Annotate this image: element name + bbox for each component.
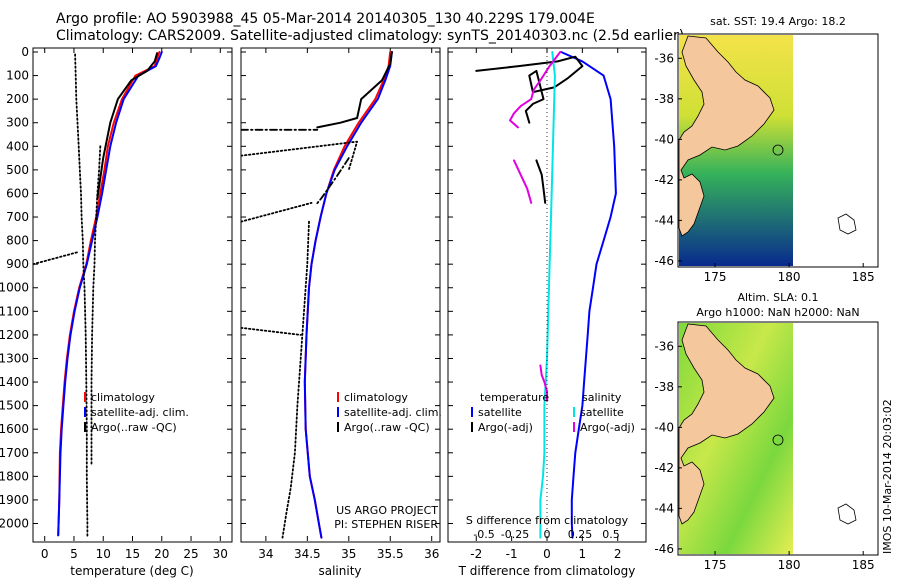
s-tick-label: 0.5 xyxy=(602,528,620,541)
y-tick-label: 1600 xyxy=(0,422,29,436)
legend-label-climatology: climatology xyxy=(91,391,155,404)
y-tick-label: 0 xyxy=(21,45,29,59)
s-tick-label: 0.25 xyxy=(568,528,593,541)
y-tick-label: 700 xyxy=(6,210,29,224)
map-y-tick-label: -38 xyxy=(654,380,674,394)
s-tick-label: -0.5 xyxy=(473,528,494,541)
x-tick-label: 5 xyxy=(70,547,78,561)
x-tick-label: 30 xyxy=(213,547,228,561)
x-tick-label: 25 xyxy=(183,547,198,561)
map-x-tick-label: 175 xyxy=(704,270,727,284)
y-tick-label: 1300 xyxy=(0,351,29,365)
y-tick-label: 500 xyxy=(6,163,29,177)
x-tick-label: -2 xyxy=(470,547,482,561)
x-tick-label: 34.5 xyxy=(294,547,321,561)
map-x-tick-label: 185 xyxy=(852,270,875,284)
map-x-tick-label: 175 xyxy=(704,558,727,572)
s-difference-xlabel: S difference from climatology xyxy=(466,514,629,527)
map-x-tick-label: 180 xyxy=(778,270,801,284)
x-tick-label: 34 xyxy=(258,547,273,561)
y-tick-label: 800 xyxy=(6,234,29,248)
x-tick-label: 35 xyxy=(341,547,356,561)
map-y-tick-label: -46 xyxy=(654,542,674,556)
y-tick-label: 1800 xyxy=(0,469,29,483)
map-x-tick-label: 180 xyxy=(778,558,801,572)
map-y-tick-label: -36 xyxy=(654,339,674,353)
map-y-tick-label: -38 xyxy=(654,92,674,106)
pi-annotation: PI: STEPHEN RISER xyxy=(334,518,438,531)
map-y-tick-label: -42 xyxy=(654,461,674,475)
y-tick-label: 200 xyxy=(6,92,29,106)
legend-label-s-argo: Argo(-adj) xyxy=(580,421,635,434)
map-y-tick-label: -40 xyxy=(654,132,674,146)
sla-map-title-2: Argo h1000: NaN h2000: NaN xyxy=(696,306,859,319)
x-tick-label: 10 xyxy=(96,547,111,561)
x-tick-label: 2 xyxy=(614,547,622,561)
legend-label-satellite: satellite-adj. clim. xyxy=(91,406,189,419)
legend-label-argo: Argo(..raw -QC) xyxy=(91,421,177,434)
y-tick-label: 1000 xyxy=(0,281,29,295)
y-tick-label: 1400 xyxy=(0,375,29,389)
legend-title-salinity: salinity xyxy=(582,391,622,404)
y-tick-label: 1900 xyxy=(0,493,29,507)
y-tick-label: 1100 xyxy=(0,304,29,318)
map-y-tick-label: -44 xyxy=(654,213,674,227)
project-annotation: US ARGO PROJECT xyxy=(336,504,438,517)
y-tick-label: 300 xyxy=(6,116,29,130)
y-tick-label: 600 xyxy=(6,186,29,200)
difference-panel: -2 -1 0 1 2 T difference from climatology S … xyxy=(448,48,646,578)
s-tick-label: 0 xyxy=(544,528,551,541)
x-tick-label: -1 xyxy=(506,547,518,561)
legend-label-s-satellite: satellite xyxy=(580,406,624,419)
legend-label-climatology: climatology xyxy=(344,391,408,404)
temperature-axes-frame xyxy=(33,48,232,542)
y-tick-label: 2000 xyxy=(0,516,29,530)
legend-label-argo: Argo(..raw -QC) xyxy=(344,421,430,434)
temperature-xlabel: temperature (deg C) xyxy=(70,564,193,578)
sla-map-title-1: Altim. SLA: 0.1 xyxy=(737,291,818,304)
y-tick-label: 900 xyxy=(6,257,29,271)
map-y-tick-label: -44 xyxy=(654,501,674,515)
legend-label-t-argo: Argo(-adj) xyxy=(478,421,533,434)
map-y-tick-label: -42 xyxy=(654,173,674,187)
t-difference-xlabel: T difference from climatology xyxy=(458,564,636,578)
salinity-panel: 34 34.5 35 35.5 36 salinity climatology sate… xyxy=(241,48,442,578)
s-tick-label: -0.25 xyxy=(501,528,529,541)
x-tick-label: 15 xyxy=(125,547,140,561)
x-tick-label: 0 xyxy=(41,547,49,561)
y-tick-label: 1700 xyxy=(0,446,29,460)
x-tick-label: 20 xyxy=(154,547,169,561)
sst-map-panel: sat. SST: 19.4 Argo: 18.2 175 180 185 -36 -3… xyxy=(654,15,878,284)
imos-watermark: IMOS 10-Mar-2014 20:03:02 xyxy=(881,399,894,554)
y-tick-label: 1500 xyxy=(0,399,29,413)
figure-canvas: 0 5 10 15 20 25 300100200300400500600700800900… xyxy=(0,0,900,580)
y-tick-label: 100 xyxy=(6,69,29,83)
map-y-tick-label: -40 xyxy=(654,420,674,434)
y-tick-label: 400 xyxy=(6,139,29,153)
temperature-panel: 0 5 10 15 20 25 300100200300400500600700800900… xyxy=(0,45,232,578)
legend-label-satellite: satellite-adj. clim. xyxy=(344,406,442,419)
sst-map-title: sat. SST: 19.4 Argo: 18.2 xyxy=(710,15,846,28)
x-tick-label: 35.5 xyxy=(377,547,404,561)
x-tick-label: 0 xyxy=(543,547,551,561)
x-tick-label: 36 xyxy=(424,547,439,561)
map-y-tick-label: -36 xyxy=(654,51,674,65)
sla-map-panel: Altim. SLA: 0.1 Argo h1000: NaN h2000: N… xyxy=(654,291,878,572)
map-y-tick-label: -46 xyxy=(654,254,674,268)
legend-title-temperature: temperature xyxy=(480,391,549,404)
legend-label-t-satellite: satellite xyxy=(478,406,522,419)
y-tick-label: 1200 xyxy=(0,328,29,342)
salinity-xlabel: salinity xyxy=(318,564,361,578)
map-x-tick-label: 185 xyxy=(852,558,875,572)
difference-axes-frame xyxy=(448,48,646,542)
x-tick-label: 1 xyxy=(579,547,587,561)
